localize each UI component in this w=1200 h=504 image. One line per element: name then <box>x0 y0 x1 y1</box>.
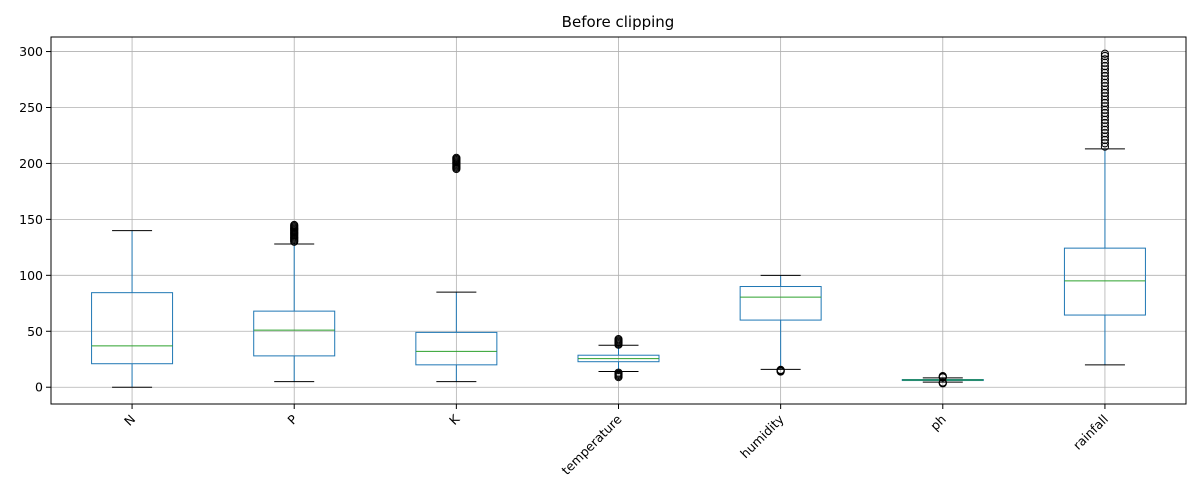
iqr-box <box>739 286 822 321</box>
box-n <box>91 230 174 388</box>
x-tick-label: temperature <box>558 411 624 477</box>
y-tick-label: 150 <box>19 212 43 227</box>
x-tick-label: K <box>446 411 463 428</box>
outlier-point <box>290 220 299 230</box>
outlier-point <box>776 365 785 374</box>
iqr-box <box>1063 247 1146 316</box>
y-tick-label: 250 <box>19 100 43 115</box>
box-temperature <box>577 335 660 382</box>
outlier-point <box>1100 51 1110 61</box>
outlier-point <box>452 153 461 162</box>
y-tick-label: 300 <box>19 44 43 59</box>
x-tick-label: N <box>121 412 138 429</box>
outlier-point <box>1100 49 1110 58</box>
x-tick-label: humidity <box>737 411 787 461</box>
outlier-point <box>1100 55 1110 64</box>
iqr-box <box>91 292 174 365</box>
iqr-box <box>415 331 498 366</box>
y-tick-label: 100 <box>19 268 43 283</box>
y-tick-label: 0 <box>35 380 43 395</box>
box-k <box>415 153 498 383</box>
outlier-point <box>938 372 947 381</box>
x-tick-label: ph <box>927 412 949 434</box>
x-tick-label: rainfall <box>1070 412 1111 453</box>
y-tick-label: 200 <box>19 156 43 171</box>
box-layer <box>91 49 1146 388</box>
box-rainfall <box>1063 49 1146 366</box>
x-tick-label: P <box>284 411 300 427</box>
outlier-point <box>614 335 623 344</box>
outlier-point <box>614 368 623 377</box>
plot-frame <box>50 36 1187 405</box>
outlier-point <box>938 378 947 387</box>
box-humidity <box>739 274 822 376</box>
box-p <box>253 220 336 383</box>
iqr-box <box>253 310 336 357</box>
y-tick-label: 50 <box>27 324 43 339</box>
box-ph <box>901 372 984 388</box>
chart-title: Before clipping <box>562 13 675 31</box>
